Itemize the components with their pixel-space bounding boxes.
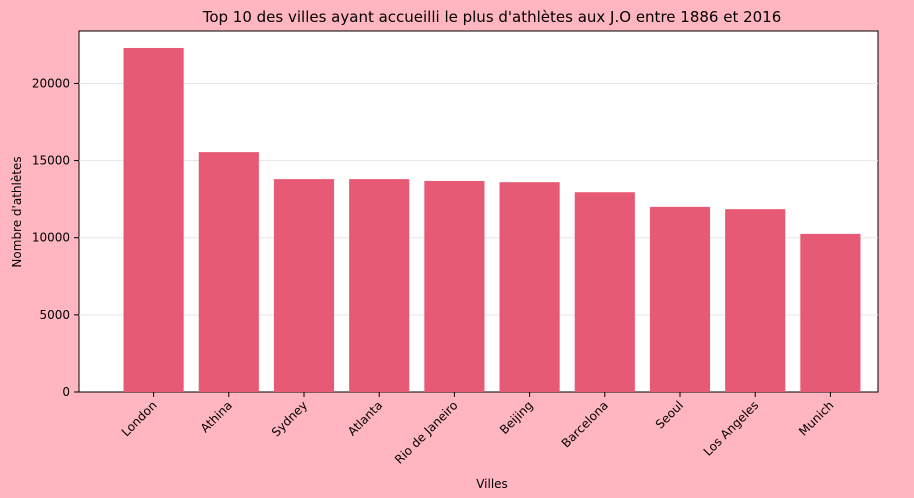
x-tick-label: Rio de Janeiro bbox=[392, 398, 461, 467]
bar bbox=[123, 47, 184, 392]
y-axis-ticks: 0 5000 10000 15000 20000 bbox=[32, 76, 79, 399]
bar bbox=[499, 182, 560, 392]
bar bbox=[349, 179, 410, 392]
bar bbox=[574, 192, 635, 392]
x-tick-label: Athina bbox=[198, 398, 235, 435]
bar bbox=[800, 233, 861, 392]
y-tick-label: 0 bbox=[62, 385, 70, 399]
bar bbox=[198, 152, 259, 392]
y-tick-label: 5000 bbox=[39, 308, 70, 322]
x-tick-label: Seoul bbox=[653, 398, 686, 431]
chart-title: Top 10 des villes ayant accueilli le plu… bbox=[202, 8, 782, 26]
x-tick-label: Atlanta bbox=[345, 398, 385, 438]
x-tick-label: Sydney bbox=[269, 398, 310, 439]
x-axis-label: Villes bbox=[476, 477, 508, 491]
y-tick-label: 10000 bbox=[32, 231, 70, 245]
bar bbox=[649, 206, 711, 392]
x-tick-label: Los Angeles bbox=[701, 398, 762, 459]
y-axis-label: Nombre d'athlètes bbox=[10, 156, 24, 267]
x-tick-label: Munich bbox=[796, 398, 836, 438]
y-tick-label: 20000 bbox=[32, 76, 70, 90]
x-axis-ticks: London Athina Sydney Atlanta Rio de Janeiro B… bbox=[119, 392, 837, 467]
bar bbox=[273, 179, 335, 392]
bar bbox=[424, 180, 485, 392]
x-tick-label: Barcelona bbox=[559, 398, 611, 450]
y-tick-label: 15000 bbox=[32, 154, 70, 168]
x-tick-label: London bbox=[119, 398, 160, 439]
bar bbox=[725, 209, 786, 392]
bars bbox=[123, 47, 861, 392]
x-tick-label: Beijing bbox=[497, 398, 536, 437]
